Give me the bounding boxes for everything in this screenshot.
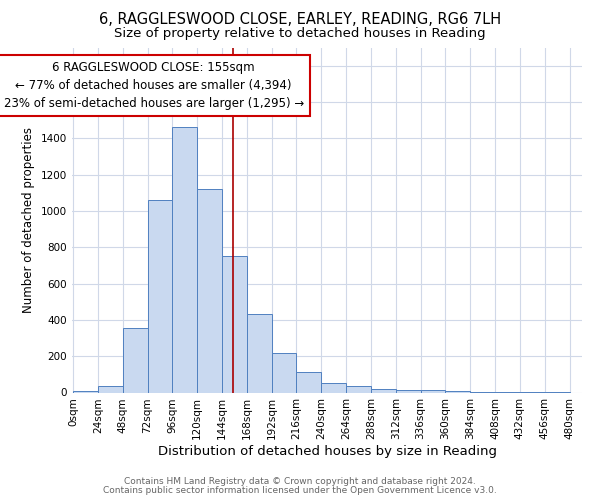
Y-axis label: Number of detached properties: Number of detached properties bbox=[22, 127, 35, 313]
Bar bbox=[98, 386, 122, 392]
Bar bbox=[197, 189, 222, 392]
Bar bbox=[148, 200, 172, 392]
Bar bbox=[73, 390, 98, 392]
Bar bbox=[322, 382, 346, 392]
Text: 6, RAGGLESWOOD CLOSE, EARLEY, READING, RG6 7LH: 6, RAGGLESWOOD CLOSE, EARLEY, READING, R… bbox=[99, 12, 501, 28]
Text: Contains public sector information licensed under the Open Government Licence v3: Contains public sector information licen… bbox=[103, 486, 497, 495]
Text: 6 RAGGLESWOOD CLOSE: 155sqm
← 77% of detached houses are smaller (4,394)
23% of : 6 RAGGLESWOOD CLOSE: 155sqm ← 77% of det… bbox=[4, 61, 304, 110]
Bar bbox=[247, 314, 272, 392]
Bar bbox=[172, 128, 197, 392]
Bar bbox=[421, 390, 445, 392]
Bar bbox=[296, 372, 322, 392]
Bar bbox=[445, 391, 470, 392]
Bar bbox=[122, 328, 148, 392]
Text: Contains HM Land Registry data © Crown copyright and database right 2024.: Contains HM Land Registry data © Crown c… bbox=[124, 477, 476, 486]
Bar bbox=[222, 256, 247, 392]
Bar bbox=[396, 390, 421, 392]
Bar bbox=[272, 352, 296, 393]
Text: Size of property relative to detached houses in Reading: Size of property relative to detached ho… bbox=[114, 28, 486, 40]
Bar bbox=[346, 386, 371, 392]
X-axis label: Distribution of detached houses by size in Reading: Distribution of detached houses by size … bbox=[157, 445, 497, 458]
Bar bbox=[371, 388, 396, 392]
